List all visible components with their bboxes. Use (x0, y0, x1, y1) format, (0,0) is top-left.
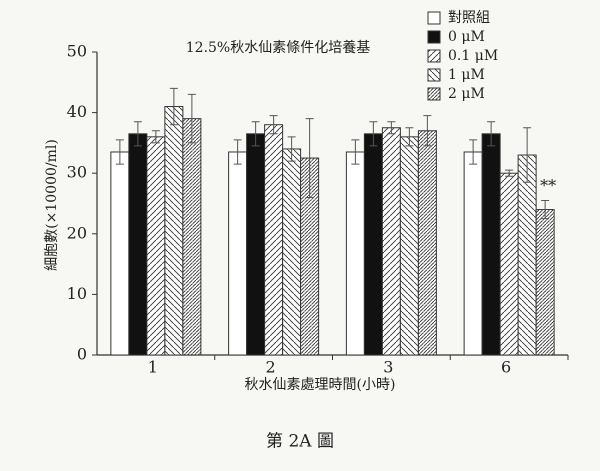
y-axis-label: 細胞數(×10000/ml) (44, 139, 60, 271)
bar (146, 136, 166, 356)
bar (345, 151, 365, 356)
bar (363, 133, 383, 356)
error-bar (269, 115, 278, 135)
legend-label: 對照組 (448, 10, 490, 26)
bar (182, 118, 202, 356)
bar (481, 133, 501, 356)
error-bar (251, 121, 260, 147)
y-tick-label: 20 (67, 223, 87, 242)
error-bar (423, 115, 432, 147)
annotation: ** (540, 176, 556, 195)
caption: 第 2A 圖 (266, 432, 334, 452)
error-bar (169, 87, 178, 126)
legend-label: 0.1 μM (448, 48, 498, 64)
bar (164, 106, 184, 356)
legend-swatch (427, 68, 441, 82)
bar (264, 124, 284, 356)
y-tick-label: 10 (67, 284, 87, 303)
x-tick-label: 1 (148, 358, 158, 377)
x-tick-label: 2 (266, 358, 276, 377)
error-bar (351, 139, 360, 165)
bar (417, 130, 437, 356)
error-bar (305, 118, 314, 198)
legend-label: 0 μM (448, 29, 485, 45)
error-bar (287, 136, 296, 162)
y-tick-label: 50 (67, 42, 87, 61)
error-bar (541, 199, 550, 220)
bar (246, 133, 266, 356)
bar (499, 172, 519, 356)
y-tick-label: 40 (67, 102, 87, 121)
chart-title: 12.5%秋水仙素條件化培養基 (186, 39, 370, 56)
bar (535, 209, 555, 356)
error-bar (133, 121, 142, 147)
bar (381, 127, 401, 356)
x-axis-label: 秋水仙素處理時間(小時) (245, 377, 396, 393)
error-bar (387, 121, 396, 135)
error-bar (233, 139, 242, 165)
error-bar (505, 169, 514, 177)
error-bar (151, 130, 160, 144)
error-bar (523, 127, 532, 183)
error-bar (405, 127, 414, 147)
legend-swatch (427, 49, 441, 63)
x-tick-label: 6 (501, 358, 511, 377)
y-tick-label: 0 (77, 345, 87, 364)
y-tick-label: 30 (67, 163, 87, 182)
bar (399, 136, 419, 356)
legend-swatch (427, 11, 441, 25)
x-tick-label: 3 (383, 358, 393, 377)
legend-swatch (427, 87, 441, 101)
bar (517, 154, 537, 356)
bar (282, 148, 302, 356)
bar (463, 151, 483, 356)
error-bar (487, 121, 496, 147)
error-bar (469, 139, 478, 165)
bar (228, 151, 248, 356)
bar (110, 151, 130, 356)
bar (128, 133, 148, 356)
legend-swatch (427, 30, 441, 44)
error-bar (187, 93, 196, 144)
legend-label: 1 μM (448, 67, 485, 83)
legend-label: 2 μM (448, 86, 485, 102)
error-bar (369, 121, 378, 147)
error-bar (115, 139, 124, 165)
